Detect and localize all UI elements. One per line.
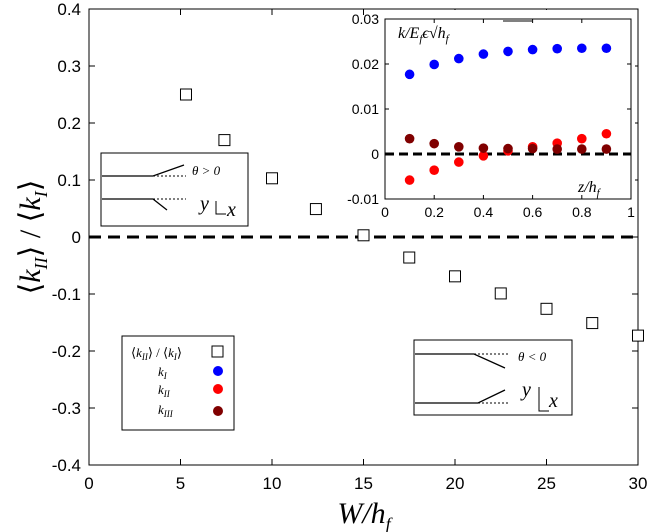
- inset-x-axis-label: z/hf: [577, 179, 602, 199]
- main-series-points: [179, 88, 644, 342]
- data-point-kII: [404, 175, 415, 185]
- schematic-axis-arrows: [538, 387, 549, 412]
- data-point-kII: [429, 165, 440, 175]
- legend-label-kI: kI: [158, 364, 168, 381]
- data-point-kIII: [577, 144, 587, 154]
- legend-label-ratio: ⟨kII⟩ / ⟨kI⟩: [131, 345, 182, 362]
- inset-series-points: [404, 43, 612, 185]
- schematic-theta-positive: θ > 0 y x: [100, 152, 249, 227]
- data-point-kIII: [454, 142, 464, 152]
- data-point-ratio: [540, 302, 553, 315]
- schematic-x-axis-letter: x: [226, 199, 236, 221]
- main-x-axis-label: W/hf: [337, 497, 393, 532]
- inset-background: [373, 10, 635, 212]
- data-point-ratio: [632, 329, 644, 342]
- main-x-tick-label: 0: [84, 474, 93, 493]
- legend-marker-kII: [213, 384, 223, 394]
- data-point-kI: [478, 49, 489, 59]
- main-x-tick-label: 15: [354, 474, 373, 493]
- inset-x-tick-label: 0.2: [424, 204, 444, 220]
- legend-marker-ratio: [211, 345, 224, 358]
- main-y-tick-label: -0.3: [52, 399, 81, 418]
- data-point-kI: [429, 59, 440, 70]
- schematic-axis-arrows: [215, 201, 226, 215]
- main-y-ticks: -0.4 -0.3 -0.2 -0.1 0 0.1 0.2 0.3 0.4: [52, 0, 638, 475]
- data-point-ratio: [357, 229, 370, 242]
- inset-x-ticks: 0 0.2 0.4 0.6 0.8 1: [381, 19, 635, 220]
- data-point-kIII: [429, 138, 440, 149]
- inset-x-tick-label: 0: [381, 204, 389, 220]
- inset-y-tick-label: 0.03: [352, 11, 379, 27]
- data-point-ratio: [494, 287, 507, 300]
- data-point-ratio: [586, 317, 599, 330]
- main-x-tick-label: 30: [629, 474, 648, 493]
- main-y-tick-label: -0.1: [52, 285, 81, 304]
- schematic-y-axis-letter: y: [198, 193, 209, 215]
- schematic-frame: [100, 152, 249, 227]
- data-point-kI: [527, 44, 538, 55]
- data-point-kIII: [503, 143, 513, 154]
- main-y-tick-label: 0.1: [57, 171, 81, 190]
- inset-y-tick-label: 0.02: [352, 56, 379, 72]
- main-x-tick-label: 25: [537, 474, 556, 493]
- data-point-ratio: [266, 172, 278, 185]
- main-x-tick-label: 5: [176, 474, 185, 493]
- data-point-ratio: [179, 88, 192, 101]
- data-point-kIII: [527, 143, 538, 154]
- inset-y-tick-label: 0.01: [352, 101, 379, 117]
- main-x-tick-label: 20: [446, 474, 465, 493]
- main-y-tick-label: 0: [72, 228, 81, 247]
- data-point-kI: [454, 53, 464, 64]
- data-point-kII: [601, 128, 612, 139]
- legend: ⟨kII⟩ / ⟨kI⟩ kI kII kIII: [121, 335, 235, 431]
- legend-label-kII: kII: [158, 382, 171, 399]
- schematic-x-axis-letter: x: [548, 390, 558, 412]
- legend-label-kIII: kIII: [158, 402, 174, 419]
- data-point-kI: [601, 43, 612, 54]
- schematic-theta-label: θ > 0: [192, 163, 221, 178]
- main-y-axis-label: ⟨kII⟩ / ⟨kI⟩: [14, 180, 51, 295]
- inset-x-tick-label: 0.6: [523, 204, 543, 220]
- inset-y-tick-label: 0: [371, 146, 379, 162]
- main-y-tick-label: 0.2: [57, 114, 81, 133]
- main-x-tick-label: 10: [263, 474, 282, 493]
- main-y-tick-label: -0.2: [52, 342, 81, 361]
- data-point-kII: [454, 157, 464, 167]
- inset-y-tick-label: -0.01: [347, 191, 379, 207]
- data-point-kI: [577, 43, 587, 54]
- main-y-tick-label: 0.3: [57, 57, 81, 76]
- data-point-ratio: [403, 251, 416, 264]
- legend-marker-kIII: [213, 406, 223, 416]
- main-plot-area: 0 5 10 15 20 25 30 -0.4-0.3-0.2-0.100.10.20.30…: [52, 0, 648, 493]
- inset-title: k/Efϵ√hf: [398, 25, 451, 45]
- data-point-kIII: [478, 143, 489, 153]
- schematic-theta-label: θ < 0: [518, 349, 547, 364]
- data-point-kII: [478, 151, 489, 161]
- legend-marker-kI: [213, 366, 223, 376]
- data-point-kI: [503, 46, 513, 57]
- inset-x-tick-label: 0.4: [474, 204, 494, 220]
- schematic-y-axis-letter: y: [520, 379, 531, 401]
- data-point-kI: [552, 43, 562, 54]
- data-point-ratio: [218, 134, 231, 147]
- main-y-tick-label: 0.4: [57, 0, 81, 19]
- data-point-kIII: [601, 144, 612, 154]
- data-point-ratio: [309, 203, 322, 216]
- main-y-tick-label: -0.4: [52, 456, 81, 475]
- data-point-ratio: [449, 270, 461, 283]
- main-x-ticks: 0 5 10 15 20 25 30: [84, 9, 647, 493]
- data-point-kII: [577, 133, 587, 144]
- svg-text:⟨kII⟩ / ⟨kI⟩: ⟨kII⟩ / ⟨kI⟩: [14, 180, 51, 295]
- inset-y-ticks: -0.01 0 0.01 0.02 0.03: [347, 11, 631, 207]
- data-point-kI: [404, 69, 415, 80]
- data-point-kIII: [552, 144, 562, 154]
- data-point-kIII: [404, 133, 415, 144]
- schematic-theta-negative: θ < 0 y x: [413, 339, 573, 416]
- inset-x-tick-label: 1: [627, 204, 635, 220]
- inset-x-tick-label: 0.8: [572, 204, 592, 220]
